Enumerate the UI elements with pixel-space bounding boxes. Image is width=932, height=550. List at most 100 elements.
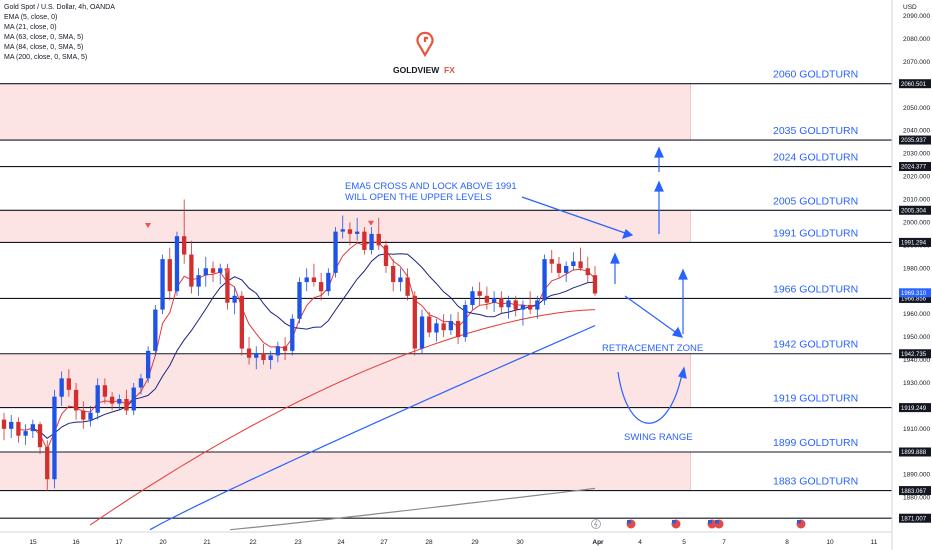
candle (304, 268, 309, 292)
candle-body (326, 272, 331, 292)
zone-band (0, 83, 690, 141)
candle (564, 261, 569, 283)
candle-body (484, 295, 490, 303)
price-tag (899, 349, 931, 359)
indicator-ema5[interactable]: EMA (5, close, 0) (4, 14, 57, 21)
candle (542, 254, 547, 305)
candle-body (131, 387, 136, 411)
candle (311, 263, 317, 287)
candle (484, 286, 490, 310)
indicator-ma63[interactable]: MA (63, close, 0, SMA, 5) (4, 34, 83, 41)
candle (66, 369, 72, 397)
candle (455, 311, 461, 344)
candle (376, 217, 381, 250)
annotation-ema-cross-line1: EMA5 CROSS AND LOCK ABOVE 1991 (345, 181, 517, 192)
level-label: 1942 GOLDTURN (773, 339, 858, 351)
candle (362, 227, 367, 255)
date-tick-label: 5 (682, 539, 686, 546)
candle (95, 378, 100, 420)
candle (232, 286, 237, 315)
date-tick-label: 21 (203, 539, 211, 546)
sell-signal-icon (224, 268, 230, 274)
event-icons (591, 519, 806, 529)
lightning-event-icon[interactable] (591, 519, 601, 529)
date-tick-label: 15 (29, 539, 37, 546)
candle-body (491, 298, 497, 303)
indicator-ma200[interactable]: MA (200, close, 0, SMA, 5) (4, 54, 87, 61)
candle-body (145, 350, 151, 379)
candle (30, 419, 35, 438)
ma200-line (229, 487, 596, 531)
candle (470, 286, 475, 310)
candle (405, 268, 410, 301)
candle-body (174, 236, 180, 292)
candle (282, 337, 288, 361)
level-label: 1883 GOLDTURN (773, 476, 858, 488)
candle-body (549, 259, 554, 264)
arrow-icon (521, 196, 634, 239)
price-tag (899, 79, 931, 89)
levels-layer: 2060 GOLDTURN 2035 GOLDTURN 2024 GOLDTURN 2… (0, 69, 892, 519)
candle-body (167, 259, 172, 292)
candle (297, 277, 302, 324)
candle-body (45, 447, 50, 480)
candle (246, 337, 252, 365)
candle (585, 256, 590, 283)
candle-body (578, 261, 583, 269)
us-flag-icon[interactable] (671, 519, 681, 529)
candle-body (160, 259, 165, 310)
candle-body (592, 275, 598, 294)
us-flag-icon[interactable] (714, 519, 724, 529)
date-tick-label: 17 (115, 539, 123, 546)
price-tick-label: 1960.000 (903, 311, 930, 318)
candle-body (506, 300, 511, 308)
indicator-ma84[interactable]: MA (84, close, 0, SMA, 5) (4, 44, 83, 51)
candle-body (527, 304, 533, 310)
price-tag-label: 2005.304 (901, 208, 927, 214)
date-tick-label: 22 (249, 539, 257, 546)
candle (592, 266, 598, 296)
price-tag (899, 447, 931, 457)
candle (268, 350, 273, 370)
candle-body (448, 321, 454, 331)
up-arrow-icon (610, 252, 620, 284)
price-tag (899, 293, 931, 303)
candle-body (203, 268, 208, 276)
candle (1, 412, 7, 441)
us-flag-icon[interactable] (796, 519, 806, 529)
candle (441, 314, 446, 338)
price-tick-label: 2010.000 (903, 197, 930, 204)
candle-body (463, 304, 468, 338)
candle (275, 341, 281, 363)
level-label: 2005 GOLDTURN (773, 195, 858, 207)
candle (333, 227, 338, 278)
price-tick-label: 1930.000 (903, 380, 930, 387)
date-tick-label: 28 (425, 539, 433, 546)
candle-body (23, 431, 28, 436)
level-label: 2060 GOLDTURN (773, 69, 858, 81)
candle (138, 373, 144, 395)
candle (81, 401, 86, 429)
candle (52, 389, 57, 489)
level-label: 1899 GOLDTURN (773, 437, 858, 449)
candle (427, 311, 432, 338)
candle-body (427, 316, 432, 333)
candle (520, 300, 526, 326)
candle-body (261, 353, 266, 361)
date-tick-label: 11 (871, 539, 878, 546)
date-tick-label: 16 (72, 539, 80, 546)
candle (391, 259, 396, 292)
price-tick-label: 2030.000 (903, 151, 930, 158)
us-flag-icon[interactable] (626, 519, 636, 529)
date-tick-label: 7 (722, 539, 726, 546)
candle-body (542, 259, 547, 301)
candle-body (102, 385, 108, 397)
indicator-ma21[interactable]: MA (21, close, 0) (4, 24, 57, 31)
us-flag-icon[interactable] (707, 519, 717, 529)
candle-body (73, 389, 79, 411)
candle-body (59, 378, 64, 397)
candle (203, 256, 208, 287)
ma84-line (149, 325, 596, 531)
price-tag-label: 1871.007 (901, 516, 927, 522)
candle-body (571, 261, 576, 266)
